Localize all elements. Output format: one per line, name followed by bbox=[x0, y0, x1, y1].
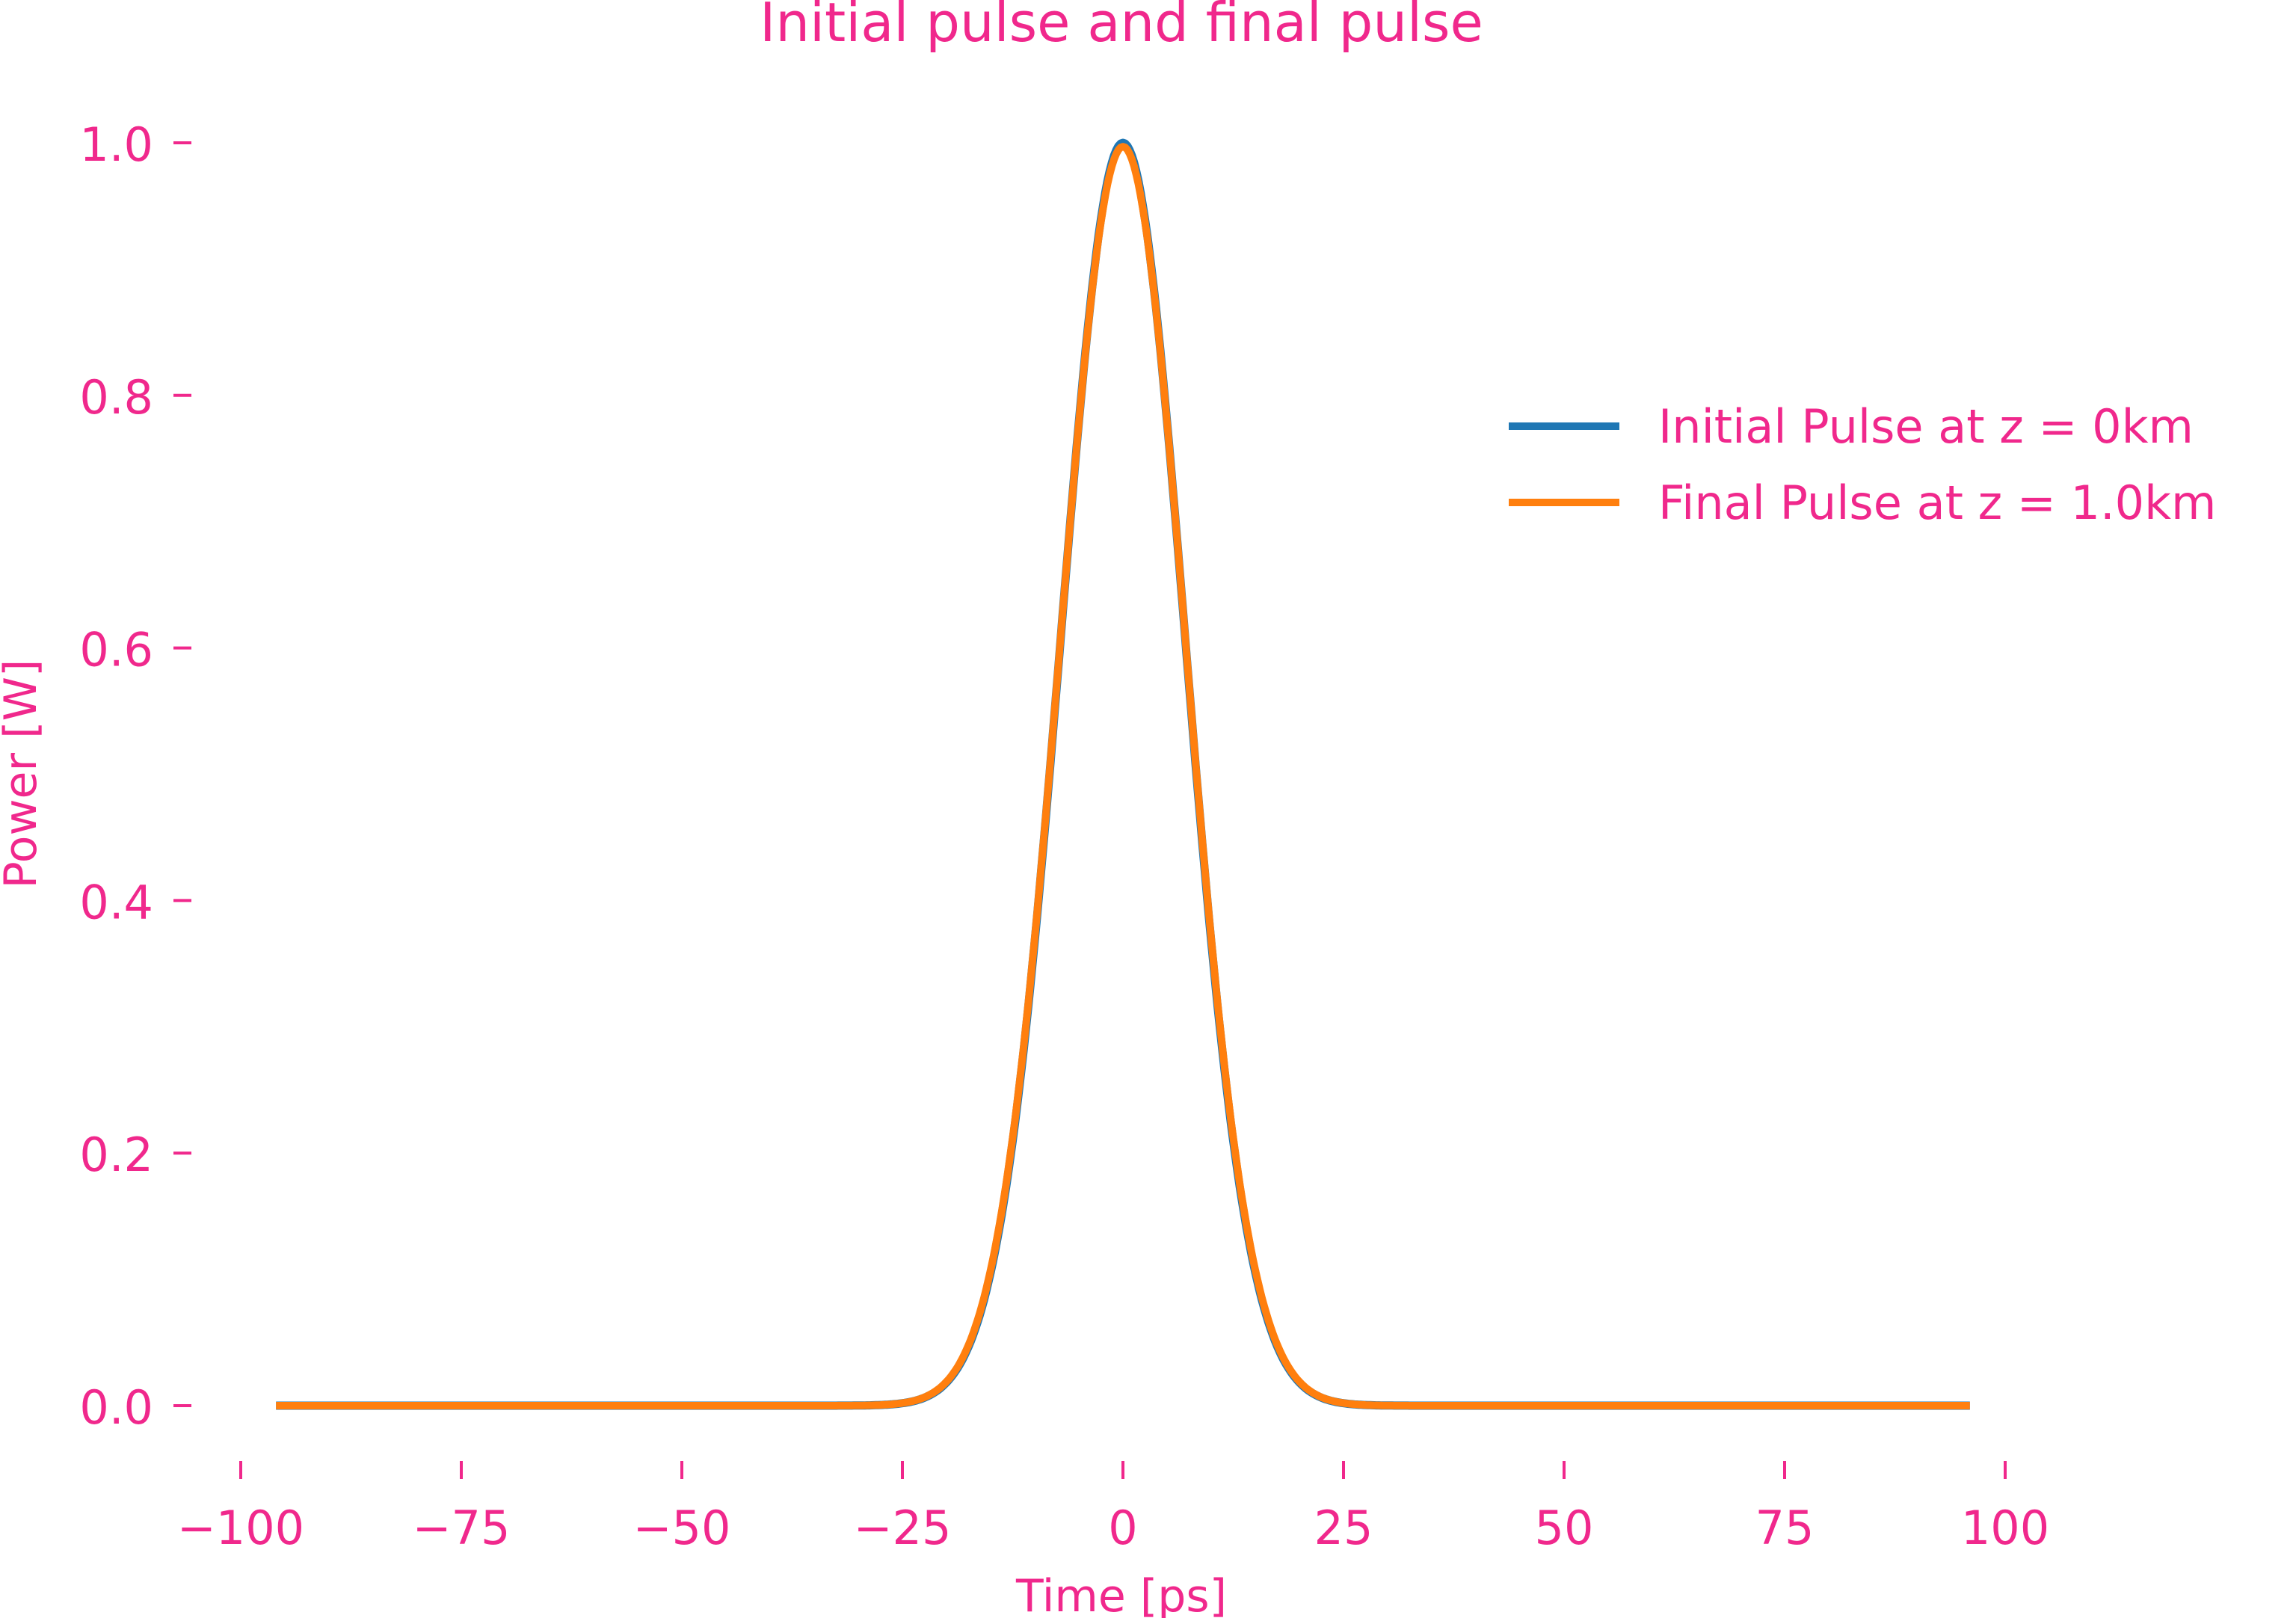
y-tick-label: 1.0 bbox=[79, 117, 153, 172]
x-tick-label: −100 bbox=[177, 1501, 304, 1555]
legend-label: Final Pulse at z = 1.0km bbox=[1658, 476, 2216, 530]
y-tick-label: 0.4 bbox=[79, 875, 153, 929]
y-tick-label: 0.8 bbox=[79, 370, 153, 425]
chart-title: Initial pulse and final pulse bbox=[760, 0, 1483, 54]
legend: Initial Pulse at z = 0km Final Pulse at z… bbox=[1509, 399, 2216, 530]
x-tick-label: 0 bbox=[1108, 1501, 1137, 1555]
x-tick-label: −25 bbox=[854, 1501, 952, 1555]
x-tick-label: 25 bbox=[1314, 1501, 1373, 1555]
legend-label: Initial Pulse at z = 0km bbox=[1658, 399, 2194, 454]
series-line-0 bbox=[274, 138, 1972, 1410]
y-tick-label: 0.6 bbox=[79, 623, 153, 677]
y-tick-label: 0.2 bbox=[79, 1128, 153, 1182]
x-tick-label: −50 bbox=[633, 1501, 731, 1555]
x-tick-label: −75 bbox=[413, 1501, 511, 1555]
series-line-1 bbox=[274, 143, 1972, 1409]
x-axis-label: Time [ps] bbox=[1015, 1570, 1227, 1618]
y-tick-label: 0.0 bbox=[79, 1380, 153, 1435]
x-tick-label: 75 bbox=[1755, 1501, 1815, 1555]
x-tick-label: 50 bbox=[1535, 1501, 1594, 1555]
y-axis-label: Power [W] bbox=[0, 659, 47, 889]
x-tick-label: 100 bbox=[1961, 1501, 2049, 1555]
